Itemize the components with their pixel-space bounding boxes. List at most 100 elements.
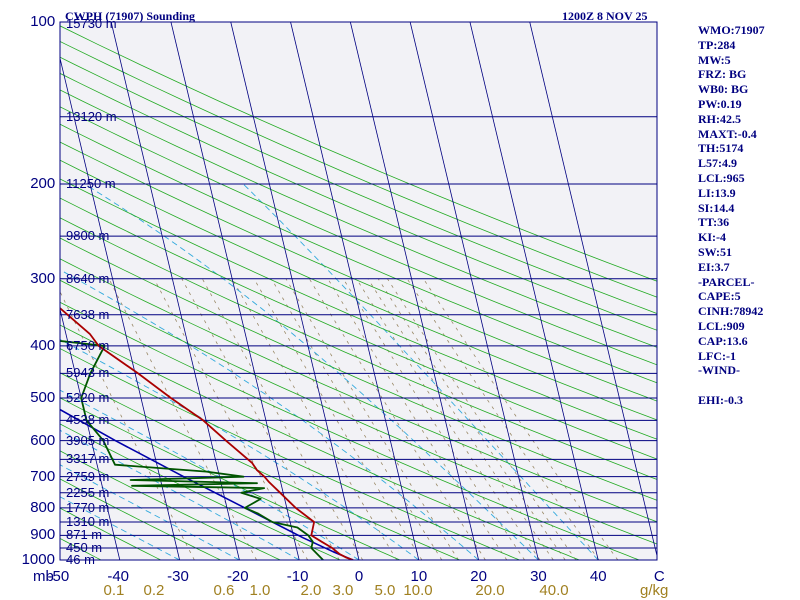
- pressure-tick-label: 400: [30, 336, 56, 354]
- isotherm-line: [469, 22, 599, 560]
- pressure-tick-label: 300: [30, 269, 56, 287]
- mixing-ratio-tick-label: 5.0: [374, 582, 396, 599]
- index-line: EI:3.7: [698, 259, 730, 274]
- mixing-ratio-tick-label: 2.0: [300, 582, 322, 599]
- isotherm-line: [290, 22, 420, 560]
- mixing-ratio-tick-label: 10.0: [403, 582, 433, 599]
- mixing-ratio-line: [327, 278, 508, 560]
- height-label: 4538 m: [66, 412, 110, 428]
- temperature-tick-label: 0: [354, 568, 364, 585]
- temperature-tick-label: 20: [470, 568, 487, 585]
- index-line: -PARCEL-: [698, 274, 755, 289]
- moist-adiabat-line: [60, 389, 360, 560]
- height-label: 1770 m: [66, 499, 110, 515]
- temperature-tick-label: C: [653, 568, 665, 585]
- pressure-tick-label: 700: [30, 467, 56, 485]
- mixing-ratio-line: [423, 278, 619, 560]
- temperature-tick-label: -10: [286, 568, 309, 585]
- temperature-trace: [60, 307, 354, 560]
- index-line: LCL:965: [698, 170, 745, 185]
- parcel-line: [60, 408, 354, 560]
- moist-adiabat-line: [60, 464, 240, 560]
- height-label: 1310 m: [66, 514, 110, 530]
- pressure-tick-label: 800: [30, 498, 56, 516]
- height-label: 871 m: [66, 527, 103, 543]
- temperature-tick-label: -20: [226, 568, 249, 585]
- isotherm-line: [60, 307, 121, 560]
- height-label: 15730 m: [66, 16, 117, 32]
- mixing-ratio-tick-label: 3.0: [332, 582, 354, 599]
- index-line: PW:0.19: [698, 96, 742, 111]
- pressure-tick-label: 200: [30, 174, 56, 192]
- index-line: FRZ: BG: [698, 67, 747, 82]
- mixing-ratio-line: [253, 278, 423, 560]
- index-line: SW:51: [698, 244, 733, 259]
- height-label: 5220 m: [66, 390, 110, 406]
- temperature-tick-label: -40: [107, 568, 130, 585]
- index-line: EHI:-0.3: [698, 392, 743, 407]
- mixing-ratio-line: [271, 278, 443, 560]
- height-label: 5943 m: [66, 365, 110, 381]
- index-line: [698, 378, 798, 393]
- index-line: LCL:909: [698, 318, 745, 333]
- stability-indices-panel: WMO:71907 TP:284 MW:5 FRZ: BG WB0: BG PW:0.19…: [698, 23, 798, 408]
- height-label: 3905 m: [66, 432, 110, 448]
- height-label: 3317 m: [66, 451, 110, 467]
- index-line: CAP:13.6: [698, 333, 748, 348]
- index-line: L57:4.9: [698, 156, 737, 171]
- height-label: 2759 m: [66, 468, 110, 484]
- index-line: MW:5: [698, 52, 731, 67]
- plot-background: [60, 22, 657, 560]
- mixing-ratio-line: [377, 278, 566, 560]
- index-line: LI:13.9: [698, 185, 736, 200]
- mixing-ratio-tick-label: 20.0: [475, 582, 505, 599]
- pressure-tick-label: 600: [30, 431, 56, 449]
- parcel-trace: [60, 408, 354, 560]
- mixing-ratio-tick-label: 40.0: [539, 582, 569, 599]
- mixing-ratio-line: [181, 278, 340, 560]
- index-line: MAXT:-0.4: [698, 126, 757, 141]
- moist-adiabat-line: [84, 183, 539, 560]
- height-label: 7638 m: [66, 306, 110, 322]
- temperature-tick-label: 30: [530, 568, 547, 585]
- height-label: 11250 m: [66, 175, 116, 191]
- mixing-ratio-tick-label: 1.0: [249, 582, 271, 599]
- height-label: 9800 m: [66, 228, 110, 244]
- temperature-line: [60, 307, 354, 560]
- plot-frame: [59, 21, 658, 561]
- height-label: 46 m: [66, 552, 95, 567]
- isotherm-line: [529, 22, 657, 558]
- index-line: -WIND-: [698, 363, 740, 378]
- height-label: 8640 m: [66, 270, 110, 286]
- dewpoint-line: [60, 340, 324, 560]
- index-line: WB0: BG: [698, 82, 749, 97]
- isotherm-line: [170, 22, 300, 560]
- temperature-tick-label: -30: [167, 568, 189, 585]
- height-label: 2255 m: [66, 484, 110, 500]
- station-title: CWPH (71907) Sounding: [65, 9, 196, 23]
- mixing-ratio-tick-label: 0.1: [103, 582, 125, 599]
- moist-adiabat-line: [60, 496, 180, 560]
- index-line: TT:36: [698, 215, 730, 230]
- index-line: LFC:-1: [698, 348, 736, 363]
- dry-adiabat-line: [60, 72, 657, 331]
- temperature-tick-label: 40: [589, 568, 607, 585]
- index-line: TP:284: [698, 37, 736, 52]
- index-line: TH:5174: [698, 141, 744, 156]
- mixing-ratio-line: [356, 278, 541, 560]
- pressure-tick-label: 500: [30, 389, 56, 407]
- index-line: WMO:71907: [698, 23, 765, 37]
- isotherm-line: [409, 22, 539, 560]
- isobars: [60, 21, 657, 561]
- isotherms: [60, 22, 657, 560]
- height-label: 6750 m: [66, 337, 110, 353]
- height-label: 13120 m: [66, 108, 117, 124]
- dewpoint-trace: [60, 340, 324, 560]
- observation-time: 1200Z 8 NOV 25: [562, 9, 648, 23]
- pressure-tick-label: 100: [30, 13, 56, 30]
- index-line: RH:42.5: [698, 111, 741, 126]
- isotherm-line: [110, 22, 240, 560]
- pressure-tick-label: 900: [30, 526, 56, 544]
- mb-unit-label: mb: [33, 568, 54, 585]
